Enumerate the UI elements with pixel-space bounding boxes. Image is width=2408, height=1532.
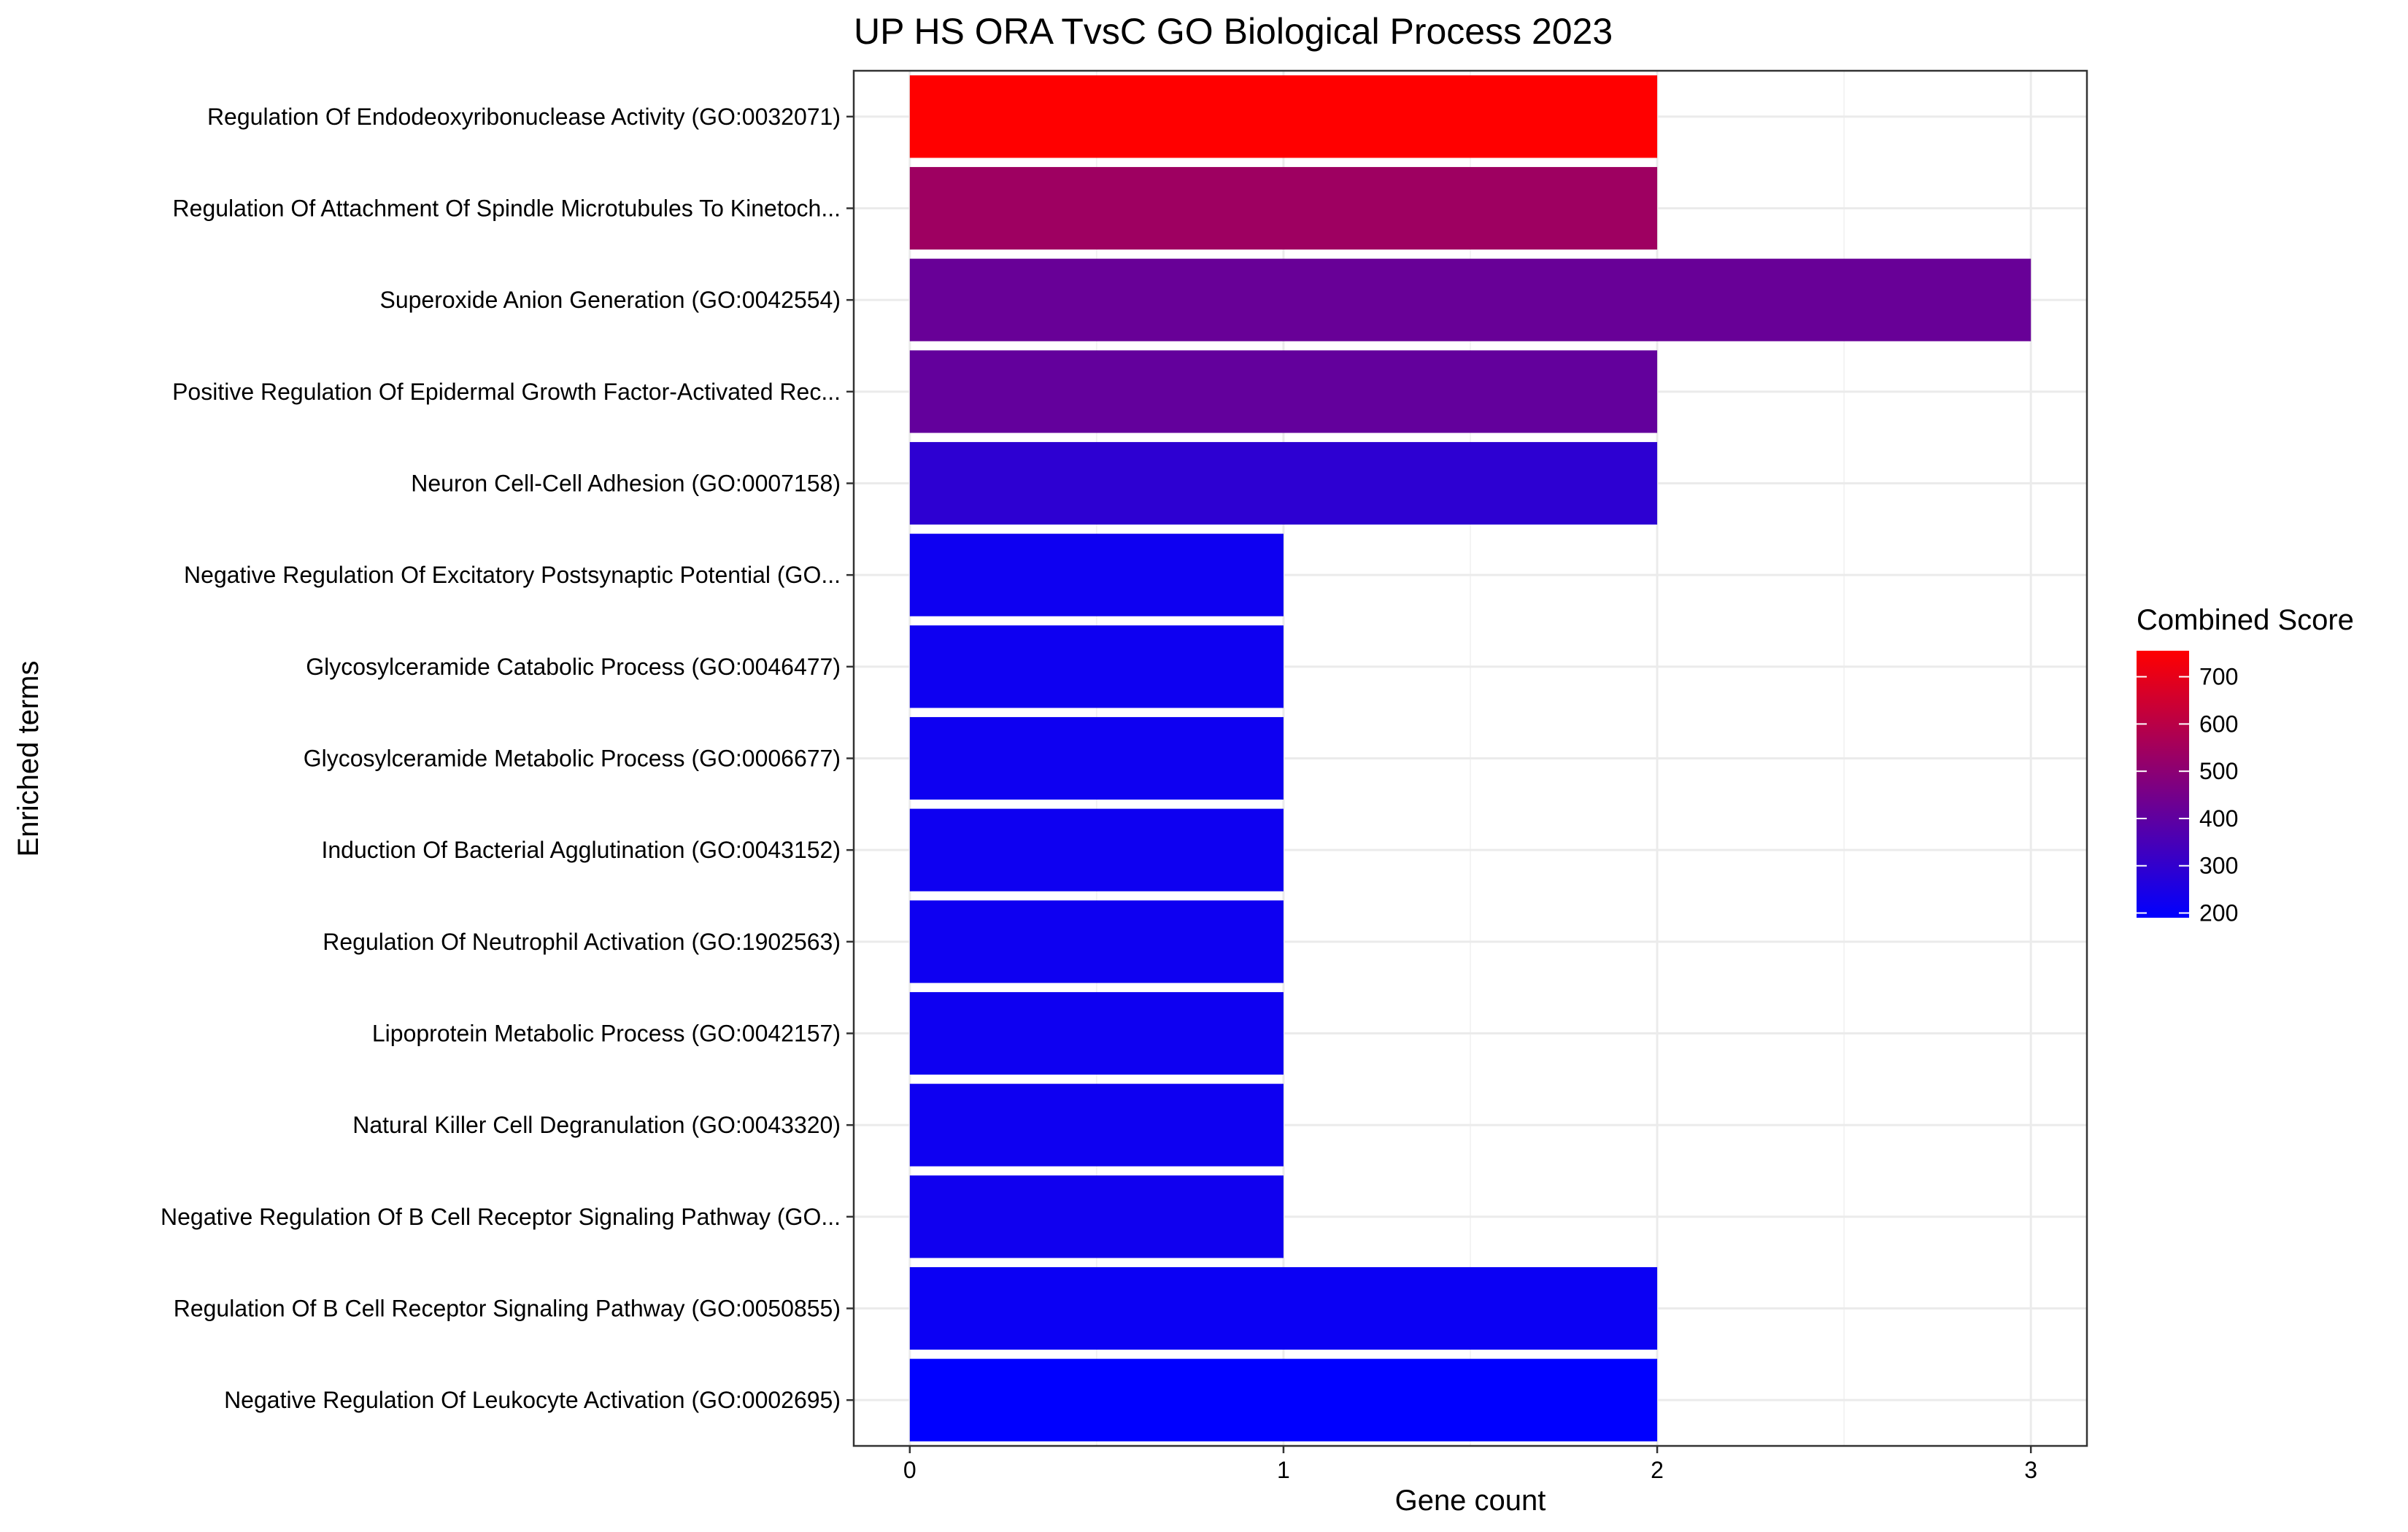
y-tick-label: Negative Regulation Of Leukocyte Activat… [224,1387,841,1413]
y-tick-label: Neuron Cell-Cell Adhesion (GO:0007158) [411,471,841,497]
x-tick-label: 2 [1651,1457,1664,1483]
y-tick-label: Negative Regulation Of B Cell Receptor S… [161,1204,841,1230]
x-axis-title: Gene count [1395,1485,1546,1517]
y-axis-title: Enriched terms [12,661,45,857]
x-tick-label: 3 [2024,1457,2037,1483]
chart-title: UP HS ORA TvsC GO Biological Process 202… [854,11,1613,52]
y-tick-label: Superoxide Anion Generation (GO:0042554) [379,287,841,313]
y-tick-label: Negative Regulation Of Excitatory Postsy… [184,562,841,588]
bar [909,900,1284,983]
y-tick-label: Positive Regulation Of Epidermal Growth … [172,379,841,405]
bar [909,258,2031,341]
bar [909,991,1284,1075]
bar [909,808,1284,891]
bar [909,1175,1284,1258]
bar [909,1083,1284,1167]
legend-title: Combined Score [2137,604,2354,636]
legend-tick-label: 500 [2199,758,2238,784]
y-axis: Regulation Of Endodeoxyribonuclease Acti… [161,104,854,1413]
legend-ticks: 700 600 500 400 300 200 [2137,664,2238,926]
bar [909,625,1284,708]
y-tick-label: Regulation Of Neutrophil Activation (GO:… [323,929,841,955]
legend-tick-label: 700 [2199,664,2238,690]
y-tick-label: Glycosylceramide Metabolic Process (GO:0… [304,746,841,772]
legend-colorbar [2137,651,2189,918]
y-tick-label: Regulation Of Endodeoxyribonuclease Acti… [207,104,841,130]
y-tick-label: Regulation Of B Cell Receptor Signaling … [174,1296,841,1322]
legend-tick-label: 400 [2199,805,2238,832]
bar [909,350,1658,433]
x-tick-label: 0 [903,1457,916,1483]
y-tick-label: Glycosylceramide Catabolic Process (GO:0… [306,654,841,680]
bar [909,75,1658,158]
y-tick-label: Lipoprotein Metabolic Process (GO:004215… [372,1021,841,1047]
legend-tick-label: 200 [2199,900,2238,926]
bar [909,716,1284,800]
bar [909,166,1658,250]
y-tick-label: Regulation Of Attachment Of Spindle Micr… [173,196,841,222]
x-tick-label: 1 [1277,1457,1290,1483]
bar [909,533,1284,616]
legend-tick-label: 600 [2199,711,2238,737]
y-tick-label: Natural Killer Cell Degranulation (GO:00… [352,1112,841,1138]
legend-tick-label: 300 [2199,853,2238,879]
color-legend: Combined Score 700 600 500 400 300 200 [2137,604,2354,926]
x-axis: 0 1 2 3 [903,1446,2037,1483]
bar [909,1266,1658,1350]
bar [909,441,1658,525]
bar [909,1358,1658,1442]
y-tick-label: Induction Of Bacterial Agglutination (GO… [321,837,841,863]
bars [909,75,2031,1442]
